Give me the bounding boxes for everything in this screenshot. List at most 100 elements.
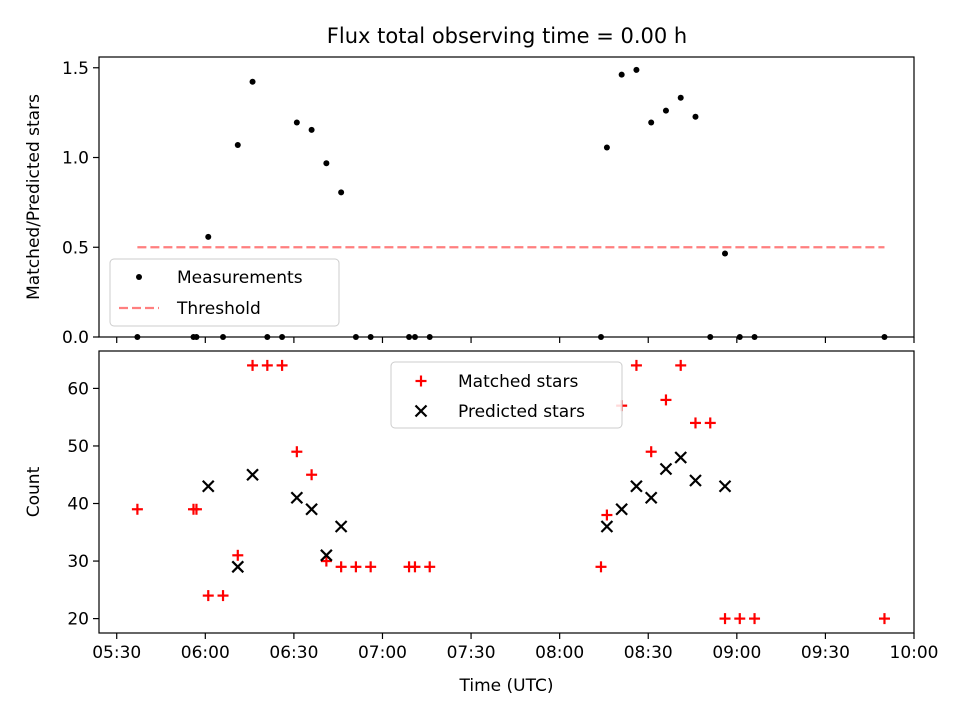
bottom-legend-box <box>390 361 623 429</box>
measurement-point <box>249 78 256 85</box>
matched-star-point <box>675 359 687 371</box>
matched-star-point <box>306 469 318 481</box>
predicted-star-point <box>320 549 333 562</box>
measurement-point <box>707 334 714 340</box>
matched-star-point <box>291 446 303 458</box>
measurement-point <box>406 334 413 340</box>
cross-b <box>290 491 304 505</box>
cross-b <box>674 451 687 464</box>
measurement-point <box>338 189 345 196</box>
x-tick-label: 07:30 <box>447 643 496 663</box>
measurement-point <box>648 119 655 126</box>
x-tick-label: 10:00 <box>890 643 939 663</box>
predicted-star-point <box>674 451 687 464</box>
legend-predicted-label: Predicted stars <box>458 402 585 422</box>
cross-b <box>630 479 643 493</box>
cross-b <box>600 520 614 533</box>
matched-star-point <box>202 590 214 602</box>
measurement-point <box>367 334 374 340</box>
bottom-y-tick-label: 20 <box>67 610 89 630</box>
matched-star-point <box>660 394 672 406</box>
matched-star-point <box>409 561 421 573</box>
legend-predicted-marker <box>414 404 428 418</box>
matched-star-point <box>424 561 436 573</box>
measurement-point <box>411 334 418 340</box>
measurement-point <box>603 144 610 151</box>
matched-star-point <box>878 613 890 625</box>
bottom-panel: 05:30 06:00 06:30 07:00 07:30 08:00 08:30 09:00… <box>24 350 939 696</box>
bottom-y-tick-label: 30 <box>67 552 89 572</box>
top-y-tick-label: 1.5 <box>62 59 89 79</box>
matched-star-point <box>734 613 746 625</box>
predicted-star-point <box>689 474 702 487</box>
bottom-y-tick-label: 60 <box>67 379 89 399</box>
cross-b <box>334 520 348 533</box>
predicted-star-point <box>334 520 348 533</box>
cross-b <box>644 491 658 505</box>
measurement-point <box>193 334 200 340</box>
bottom-y-axis-label: Count <box>24 466 44 517</box>
predicted-star-point <box>305 502 318 516</box>
predicted-star-point <box>644 491 658 505</box>
measurement-point <box>308 126 315 133</box>
matched-star-point <box>719 613 731 625</box>
measurement-point <box>722 250 729 257</box>
top-y-tick-label: 0.5 <box>62 238 89 258</box>
top-y-tick-label: 0.0 <box>62 328 89 348</box>
top-legend-box <box>109 258 340 327</box>
predicted-star-point <box>231 560 245 574</box>
cross-b <box>305 502 318 516</box>
x-tick-label: 08:00 <box>535 643 584 663</box>
predicted-star-point <box>290 491 304 505</box>
matched-star-point <box>645 446 657 458</box>
measurement-point <box>279 334 286 340</box>
matched-star-point <box>689 417 701 429</box>
predicted-star-point <box>630 479 643 493</box>
measurement-point <box>677 94 684 101</box>
matched-star-point <box>365 561 377 573</box>
x-axis-label: Time (UTC) <box>459 676 554 696</box>
x-tick-label: 09:30 <box>801 643 850 663</box>
top-frame <box>98 56 915 338</box>
cross-b <box>414 404 428 418</box>
bottom-frame <box>98 350 915 634</box>
chart-title: Flux total observing time = 0.00 h <box>327 24 687 48</box>
cross-b <box>320 549 333 562</box>
top-panel: 0.0 0.5 1.0 1.5 Matched/Predicted stars Measu… <box>24 56 915 348</box>
x-tick-label: 06:00 <box>181 643 230 663</box>
top-y-tick-label: 1.0 <box>62 149 89 169</box>
matched-star-point <box>350 561 362 573</box>
legend-matched-marker <box>415 375 427 387</box>
predicted-star-point <box>718 479 732 493</box>
legend-matched-label: Matched stars <box>458 372 578 392</box>
x-tick-label: 07:00 <box>358 643 407 663</box>
measurement-point <box>597 334 604 340</box>
matched-star-point <box>601 509 613 521</box>
predicted-star-point <box>201 479 215 493</box>
x-tick-label: 08:30 <box>624 643 673 663</box>
x-tick-label: 06:30 <box>269 643 318 663</box>
matched-star-point <box>320 555 332 567</box>
measurement-point <box>323 160 330 167</box>
predicted-star-point <box>600 520 614 533</box>
predicted-star-point <box>615 502 628 516</box>
matched-star-point <box>247 359 259 371</box>
predicted-star-point <box>246 468 259 482</box>
x-tick-label: 09:00 <box>712 643 761 663</box>
matched-star-point <box>217 590 229 602</box>
matched-star-point <box>704 417 716 429</box>
measurement-point <box>751 334 758 340</box>
measurement-point <box>234 141 241 148</box>
x-tick-label: 05:30 <box>92 643 141 663</box>
predicted-star-point <box>659 462 673 476</box>
cross-b <box>659 462 673 476</box>
legend-measurements-label: Measurements <box>177 268 303 288</box>
top-legend: Measurements Threshold <box>109 258 340 327</box>
measurement-point <box>426 334 433 340</box>
measurement-point <box>662 107 669 114</box>
matched-star-point <box>131 503 143 515</box>
legend-threshold-label: Threshold <box>176 299 261 319</box>
matched-star-point <box>261 359 273 371</box>
measurement-point <box>220 334 227 340</box>
